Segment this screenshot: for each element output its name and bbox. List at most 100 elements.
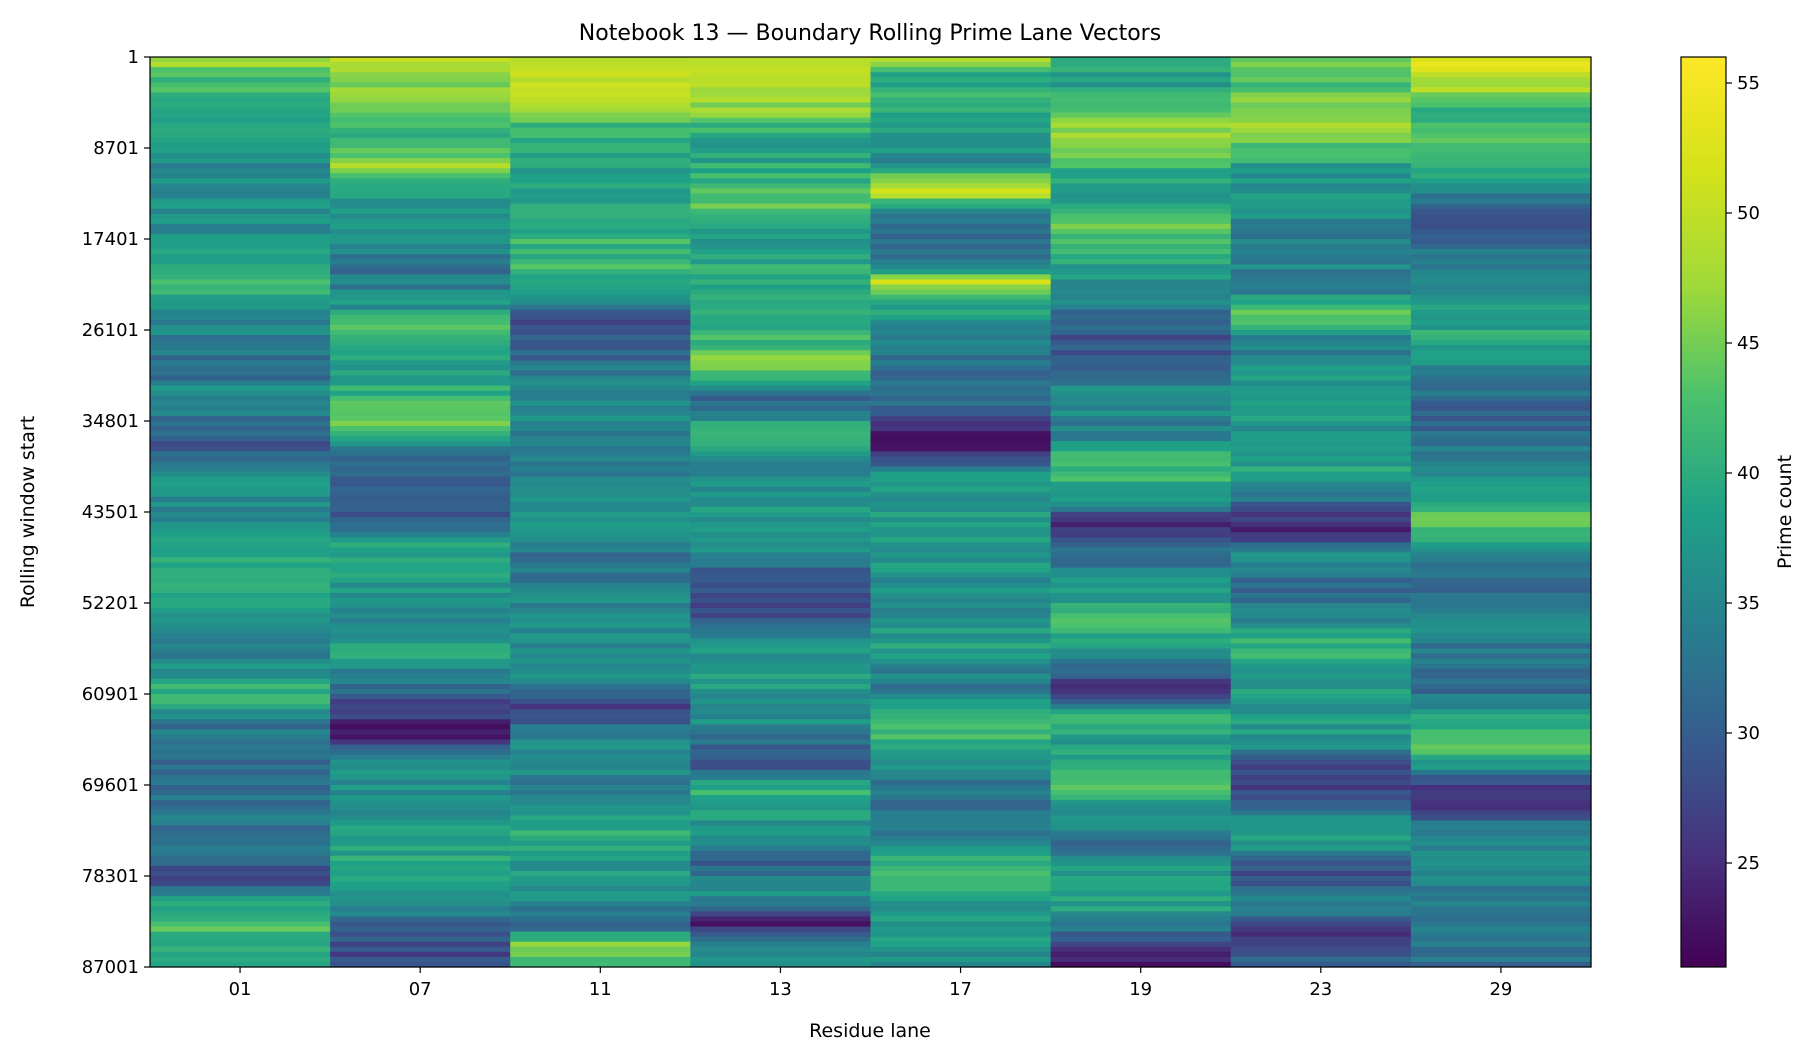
heatmap-cell bbox=[1050, 208, 1232, 215]
heatmap-cell bbox=[1050, 956, 1232, 963]
x-tick-label: 11 bbox=[589, 979, 612, 1000]
heatmap-cell bbox=[1230, 688, 1412, 695]
heatmap-cell bbox=[1230, 774, 1412, 781]
heatmap-cell bbox=[1410, 709, 1592, 715]
heatmap-cell bbox=[510, 673, 691, 680]
heatmap-cell bbox=[1050, 926, 1232, 933]
heatmap-cell bbox=[690, 709, 872, 715]
heatmap-cell bbox=[690, 102, 872, 109]
heatmap-cell bbox=[690, 547, 872, 554]
heatmap-cell bbox=[150, 324, 331, 331]
heatmap-cell bbox=[1410, 759, 1592, 766]
heatmap-cell bbox=[1050, 410, 1232, 417]
heatmap-cell bbox=[1410, 623, 1592, 629]
heatmap-cell bbox=[690, 456, 872, 463]
heatmap-cell bbox=[1230, 557, 1412, 564]
heatmap-cell bbox=[510, 208, 691, 215]
heatmap-cell bbox=[870, 542, 1052, 548]
heatmap-cell bbox=[1410, 830, 1592, 837]
heatmap-cell bbox=[510, 506, 691, 513]
heatmap-cell bbox=[150, 314, 331, 321]
heatmap-cell bbox=[330, 547, 511, 554]
heatmap-cell bbox=[1230, 739, 1412, 746]
heatmap-cell bbox=[330, 178, 511, 184]
heatmap-cell bbox=[330, 648, 511, 655]
heatmap-cell bbox=[870, 501, 1052, 508]
heatmap-cell bbox=[1410, 961, 1592, 968]
heatmap-cell bbox=[1230, 163, 1412, 169]
heatmap-cell bbox=[510, 198, 691, 205]
heatmap-cell bbox=[870, 633, 1052, 639]
heatmap-cell bbox=[1050, 340, 1232, 346]
heatmap-cell bbox=[510, 860, 691, 867]
x-tick-label: 19 bbox=[1129, 979, 1152, 1000]
heatmap-cell bbox=[1230, 815, 1412, 821]
heatmap-cell bbox=[870, 825, 1052, 832]
heatmap-cell bbox=[510, 517, 691, 523]
heatmap-cell bbox=[1410, 754, 1592, 761]
heatmap-cell bbox=[150, 673, 331, 680]
heatmap-cell bbox=[510, 471, 691, 478]
heatmap-cell bbox=[690, 886, 872, 892]
heatmap-cell bbox=[330, 694, 511, 700]
heatmap-cell bbox=[1230, 148, 1412, 154]
heatmap-cell bbox=[1410, 501, 1592, 508]
heatmap-cell bbox=[690, 506, 872, 513]
heatmap-cell bbox=[870, 790, 1052, 796]
heatmap-cell bbox=[330, 532, 511, 538]
heatmap-cell bbox=[1410, 512, 1592, 518]
heatmap-cell bbox=[690, 335, 872, 341]
heatmap-cell bbox=[1410, 633, 1592, 639]
heatmap-cell bbox=[690, 648, 872, 655]
heatmap-cell bbox=[1050, 390, 1232, 397]
heatmap-cell bbox=[1230, 653, 1412, 660]
heatmap-cell bbox=[1410, 309, 1592, 316]
heatmap-cell bbox=[150, 431, 331, 437]
heatmap-cell bbox=[330, 845, 511, 852]
heatmap-cell bbox=[150, 830, 331, 837]
heatmap-cell bbox=[510, 142, 691, 149]
heatmap-cell bbox=[510, 633, 691, 639]
heatmap-cell bbox=[510, 345, 691, 351]
heatmap-cell bbox=[150, 148, 331, 154]
heatmap-cell bbox=[510, 97, 691, 104]
heatmap-cell bbox=[870, 451, 1052, 457]
heatmap-cell bbox=[1230, 683, 1412, 690]
heatmap-cell bbox=[870, 62, 1052, 68]
heatmap-cell bbox=[1410, 254, 1592, 260]
heatmap-cell bbox=[1050, 158, 1232, 164]
heatmap-cell bbox=[690, 279, 872, 286]
heatmap-cell bbox=[510, 608, 691, 614]
heatmap-cell bbox=[1050, 542, 1232, 548]
heatmap-cell bbox=[870, 744, 1052, 751]
heatmap-cell bbox=[690, 653, 872, 660]
heatmap-cell bbox=[1230, 820, 1412, 827]
heatmap-cell bbox=[870, 87, 1052, 93]
heatmap-cell bbox=[1410, 587, 1592, 594]
heatmap-cell bbox=[1050, 188, 1232, 195]
heatmap-cell bbox=[870, 228, 1052, 235]
heatmap-cell bbox=[150, 304, 331, 311]
heatmap-cell bbox=[690, 57, 872, 63]
heatmap-cell bbox=[1410, 274, 1592, 281]
heatmap-cell bbox=[510, 254, 691, 260]
heatmap-cell bbox=[510, 148, 691, 154]
heatmap-cell bbox=[1230, 764, 1412, 771]
heatmap-cell bbox=[1230, 835, 1412, 842]
heatmap-cell bbox=[1050, 582, 1232, 589]
heatmap-cell bbox=[1230, 178, 1412, 184]
heatmap-cell bbox=[690, 471, 872, 478]
heatmap-cell bbox=[1230, 446, 1412, 452]
heatmap-cell bbox=[510, 921, 691, 928]
heatmap-cell bbox=[150, 446, 331, 452]
heatmap-cell bbox=[330, 193, 511, 200]
heatmap-cell bbox=[690, 208, 872, 215]
heatmap-cell bbox=[1230, 284, 1412, 291]
heatmap-cell bbox=[690, 931, 872, 938]
heatmap-cell bbox=[690, 213, 872, 220]
heatmap-cell bbox=[1410, 112, 1592, 119]
heatmap-cell bbox=[150, 800, 331, 806]
heatmap-cell bbox=[150, 436, 331, 442]
heatmap-cell bbox=[510, 840, 691, 847]
heatmap-cell bbox=[870, 820, 1052, 827]
